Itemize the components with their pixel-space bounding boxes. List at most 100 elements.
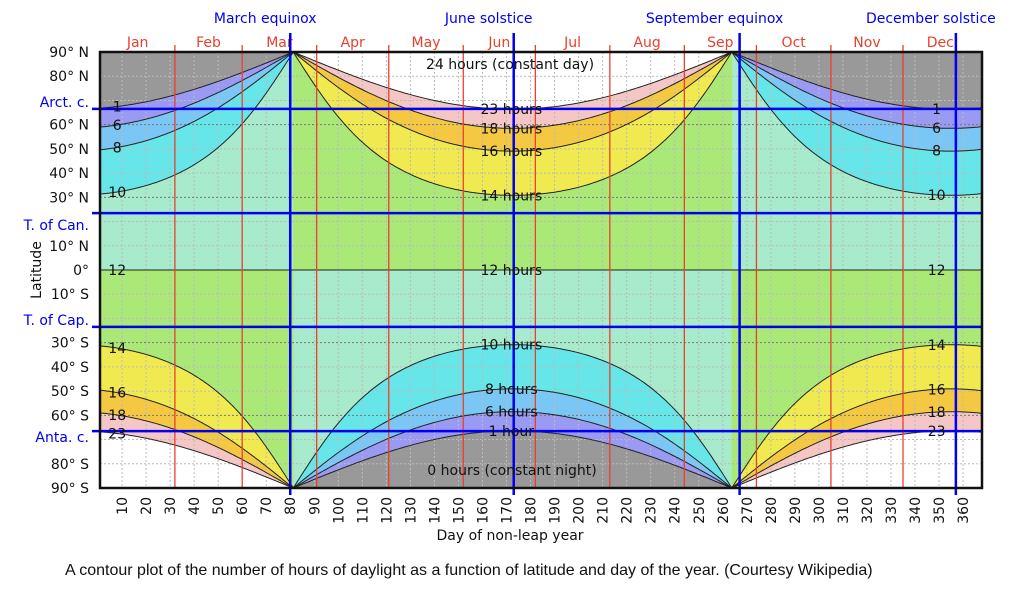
y-tick-label: 50° S xyxy=(51,384,89,400)
contour-line-10 xyxy=(731,52,982,196)
contour-label: 18 xyxy=(108,408,126,424)
contour-label: 16 xyxy=(108,386,126,402)
contour-label: 23 xyxy=(928,424,946,440)
contour-label: 10 hours xyxy=(480,338,542,354)
y-tick-label: 60° S xyxy=(51,408,89,424)
month-label: Sep xyxy=(707,35,734,51)
x-tick-label: 150 xyxy=(451,497,467,524)
contour-label: 12 xyxy=(928,263,946,279)
y-tick-label: 50° N xyxy=(49,142,89,158)
contour-label: 1 xyxy=(932,102,941,118)
contour-line-14 xyxy=(731,344,982,488)
x-axis-title: Day of non-leap year xyxy=(436,528,583,544)
y-tick-label: 40° N xyxy=(49,166,89,182)
month-label: Oct xyxy=(782,35,807,51)
x-tick-label: 180 xyxy=(524,497,540,524)
x-tick-label: 40 xyxy=(187,497,203,515)
y-tick-label: T. of Cap. xyxy=(23,313,89,329)
x-tick-label: 260 xyxy=(716,497,732,524)
y-tick-label: 10° S xyxy=(51,287,89,303)
contour-label: 6 xyxy=(113,118,122,134)
x-tick-label: 210 xyxy=(596,497,612,524)
x-tick-label: 30 xyxy=(163,497,179,515)
x-tick-label: 100 xyxy=(331,497,347,524)
contour-label: 1 xyxy=(113,99,122,115)
contour-line-16 xyxy=(100,389,294,488)
x-tick-label: 320 xyxy=(860,497,876,524)
x-tick-label: 80 xyxy=(283,497,299,515)
reference-lines: Jan Feb Mar Apr May Jun Jul Aug Sep Oct Nov Dec Marc… xyxy=(92,11,996,495)
x-tick-label: 350 xyxy=(932,497,948,524)
contour-label: 10 xyxy=(928,188,946,204)
contour-line-10 xyxy=(100,52,294,195)
y-tick-label: 90° N xyxy=(49,45,89,61)
daylight-contour-chart: Jan Feb Mar Apr May Jun Jul Aug Sep Oct Nov Dec Marc… xyxy=(23,11,996,544)
contour-label: 8 xyxy=(932,144,941,160)
contour-line-8 xyxy=(731,52,982,152)
contour-line-6 xyxy=(100,52,294,128)
y-tick-label: T. of Can. xyxy=(23,218,89,234)
contour-label: 1 hour xyxy=(489,424,535,440)
y-tick-label: 60° N xyxy=(49,118,89,134)
contour-line-14 xyxy=(100,345,294,488)
contour-line-18 xyxy=(100,412,294,488)
x-tick-label: 10 xyxy=(115,497,131,515)
figure-caption: A contour plot of the number of hours of… xyxy=(65,562,873,579)
y-tick-label: 0° xyxy=(73,263,89,279)
contour-label: 8 hours xyxy=(485,382,538,398)
x-tick-label: 280 xyxy=(764,497,780,524)
contour-label: 14 hours xyxy=(480,188,542,204)
x-tick-label: 250 xyxy=(692,497,708,524)
x-tick-label: 310 xyxy=(836,497,852,524)
month-label: Nov xyxy=(853,35,880,51)
contour-label: 16 hours xyxy=(480,144,542,160)
x-tick-label: 130 xyxy=(403,497,419,524)
contour-label: 23 hours xyxy=(480,102,542,118)
x-tick-label: 140 xyxy=(427,497,443,524)
x-tick-label: 160 xyxy=(475,497,491,524)
x-tick-label: 240 xyxy=(668,497,684,524)
x-tick-label: 50 xyxy=(211,497,227,515)
x-tick-label: 360 xyxy=(956,497,972,524)
month-label: Jan xyxy=(126,35,149,51)
event-label: June solstice xyxy=(444,11,533,27)
x-tick-label: 230 xyxy=(644,497,660,524)
contour-line-1 xyxy=(100,52,294,109)
contour-label: 14 xyxy=(108,341,126,357)
contour-label: 12 xyxy=(108,263,126,279)
contour-line-6 xyxy=(731,52,982,129)
x-tick-label: 330 xyxy=(884,497,900,524)
x-tick-label: 70 xyxy=(259,497,275,515)
y-axis-title: Latitude xyxy=(29,241,45,299)
event-label: December solstice xyxy=(866,11,996,27)
contour-label: 18 hours xyxy=(480,121,542,137)
y-tick-label: 40° S xyxy=(51,360,89,376)
contour-label: 6 hours xyxy=(485,405,538,421)
month-label: Mar xyxy=(266,35,293,51)
plot-frame xyxy=(98,50,984,490)
x-tick-label: 20 xyxy=(139,497,155,515)
month-label: Jun xyxy=(487,35,510,51)
x-tick-label: 340 xyxy=(908,497,924,524)
y-tick-label: 80° S xyxy=(51,457,89,473)
x-tick-label: 300 xyxy=(812,497,828,524)
event-label: March equinox xyxy=(214,11,317,27)
x-tick-label: 90 xyxy=(307,497,323,515)
y-tick-label: Arct. c. xyxy=(40,95,89,111)
y-tick-label: 10° N xyxy=(49,239,89,255)
month-label: Dec xyxy=(927,35,954,51)
contour-line-8 xyxy=(100,52,294,151)
x-tick-label: 120 xyxy=(379,497,395,524)
contour-label: 23 xyxy=(108,427,126,443)
month-label: Apr xyxy=(341,35,365,51)
contour-label: 16 xyxy=(928,382,946,398)
x-tick-label: 200 xyxy=(572,497,588,524)
constant-day-label: 24 hours (constant day) xyxy=(426,57,594,73)
contour-label: 8 xyxy=(113,140,122,156)
x-tick-label: 60 xyxy=(235,497,251,515)
y-tick-label: 30° S xyxy=(51,336,89,352)
month-label: Feb xyxy=(196,35,221,51)
x-tick-label: 190 xyxy=(548,497,564,524)
contour-label: 10 xyxy=(108,185,126,201)
x-tick-label: 220 xyxy=(620,497,636,524)
